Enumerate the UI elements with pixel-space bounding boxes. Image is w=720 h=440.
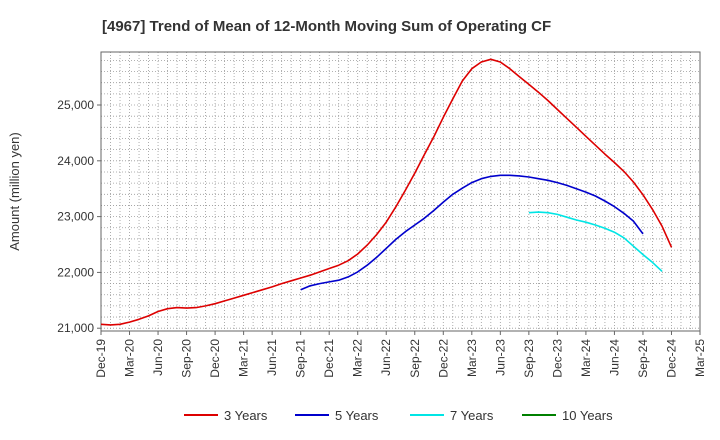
series-line-3-years xyxy=(100,58,673,326)
x-tick-label: Jun-21 xyxy=(265,339,279,376)
legend-item: 10 Years xyxy=(522,408,613,423)
legend-label: 5 Years xyxy=(335,408,379,423)
x-tick-label: Sep-22 xyxy=(408,339,422,378)
legend-item: 5 Years xyxy=(295,408,379,423)
y-axis-label: Amount (million yen) xyxy=(7,132,22,251)
x-tick-label: Dec-24 xyxy=(664,339,678,378)
x-tick-label: Sep-21 xyxy=(294,339,308,378)
legend: 3 Years 5 Years 7 Years 10 Years xyxy=(184,408,613,423)
legend-label: 3 Years xyxy=(224,408,268,423)
legend-label: 10 Years xyxy=(562,408,613,423)
x-tick-label: Dec-19 xyxy=(94,339,108,378)
x-tick-label: Dec-23 xyxy=(550,339,564,378)
y-tick-label: 23,000 xyxy=(57,210,94,224)
x-tick-label: Jun-22 xyxy=(379,339,393,376)
plot-frame xyxy=(100,51,701,332)
x-tick-label: Mar-20 xyxy=(123,339,137,377)
x-tick-label: Sep-23 xyxy=(522,339,536,378)
x-tick-label: Jun-20 xyxy=(151,339,165,376)
x-tick-label: Dec-20 xyxy=(208,339,222,378)
x-tick-label: Jun-24 xyxy=(607,339,621,376)
x-tick-label: Jun-23 xyxy=(493,339,507,376)
x-axis: Dec-19 Mar-20 Jun-20 Sep-20 Dec-20 Mar-21 Jun-… xyxy=(94,331,707,378)
x-tick-label: Dec-22 xyxy=(436,339,450,378)
y-tick-label: 24,000 xyxy=(57,154,94,168)
x-tick-label: Dec-21 xyxy=(322,339,336,378)
legend-item: 3 Years xyxy=(184,408,268,423)
legend-label: 7 Years xyxy=(450,408,494,423)
x-tick-label: Sep-24 xyxy=(636,339,650,378)
series-group xyxy=(100,58,673,326)
y-tick-label: 21,000 xyxy=(57,321,94,335)
y-tick-label: 25,000 xyxy=(57,98,94,112)
y-tick-label: 22,000 xyxy=(57,265,94,279)
x-tick-label: Mar-21 xyxy=(237,339,251,377)
x-tick-label: Sep-20 xyxy=(180,339,194,378)
x-tick-label: Mar-25 xyxy=(693,339,707,377)
series-line-5-years xyxy=(300,174,644,291)
x-tick-label: Mar-22 xyxy=(351,339,365,377)
series-line-7-years xyxy=(528,211,663,272)
x-tick-label: Mar-23 xyxy=(465,339,479,377)
y-axis: 21,000 22,000 23,000 24,000 25,000 xyxy=(57,98,101,335)
chart-title: [4967] Trend of Mean of 12-Month Moving … xyxy=(102,18,551,35)
grid xyxy=(101,52,700,331)
legend-item: 7 Years xyxy=(410,408,494,423)
x-tick-label: Mar-24 xyxy=(579,339,593,377)
